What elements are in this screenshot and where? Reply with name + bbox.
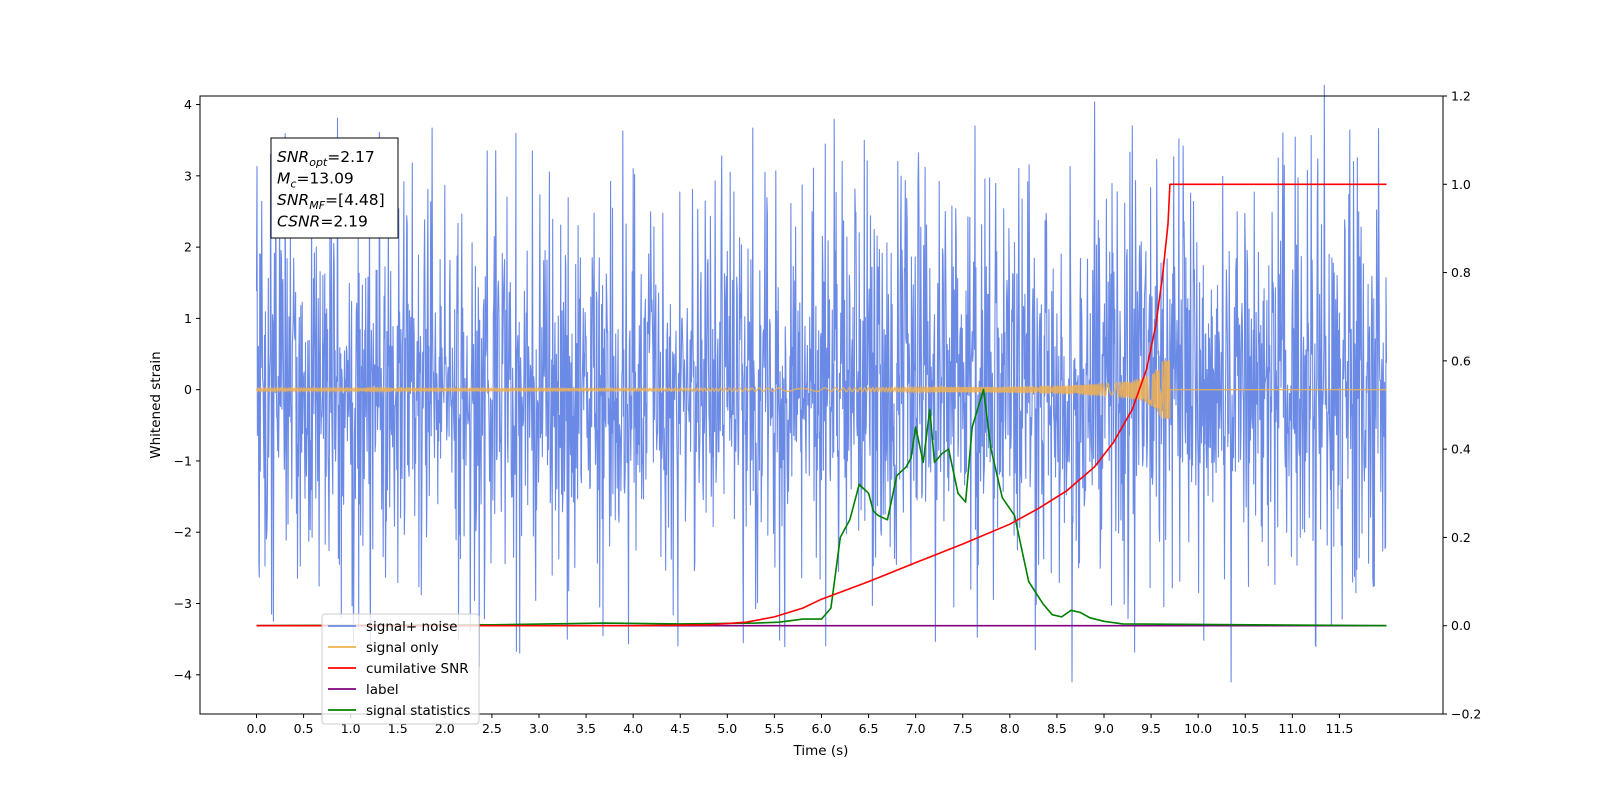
y2-tick-label: 1.2 — [1451, 89, 1471, 104]
x-tick-label: 1.0 — [341, 721, 361, 736]
legend-label: label — [366, 682, 399, 698]
x-tick-label: 4.0 — [623, 721, 643, 736]
x-tick-label: 10.5 — [1231, 721, 1259, 736]
x-axis: 0.0 0.5 1.0 1.5 2.0 2.5 3.0 3.5 4.0 4.5 5.0 5.5 6.0 6… — [247, 714, 1353, 736]
annotation-line: SNRopt=2.17 — [277, 148, 375, 169]
x-tick-label: 11.0 — [1278, 721, 1306, 736]
y-axis-right: −0.2 0.0 0.2 0.4 0.6 0.8 1.0 1.2 — [1443, 89, 1481, 722]
x-tick-label: 11.5 — [1325, 721, 1353, 736]
y-tick-label: 3 — [184, 168, 192, 183]
legend-frame — [321, 613, 480, 725]
x-tick-label: 6.5 — [859, 721, 879, 736]
y2-tick-label: 0.0 — [1451, 618, 1471, 633]
legend-label: cumilative SNR — [366, 661, 469, 677]
y2-tick-label: 1.0 — [1451, 177, 1471, 192]
y2-tick-label: 0.6 — [1451, 353, 1471, 368]
y2-tick-label: 0.4 — [1451, 442, 1471, 457]
x-tick-label: 10.0 — [1184, 721, 1212, 736]
x-tick-label: 5.5 — [764, 721, 784, 736]
series-line-signal-statistics — [256, 388, 1387, 627]
annotation-frame — [270, 137, 399, 239]
x-tick-label: 8.0 — [1000, 721, 1020, 736]
x-tick-label: 8.5 — [1047, 721, 1067, 736]
annotation-line: CSNR=2.19 — [277, 213, 368, 231]
annotation-line: Mc=13.09 — [277, 170, 354, 191]
x-tick-label: 5.0 — [717, 721, 737, 736]
x-tick-label: 0.5 — [294, 721, 314, 736]
y2-tick-label: 0.2 — [1451, 530, 1471, 545]
y-tick-label: 1 — [184, 311, 192, 326]
x-tick-label: 7.5 — [953, 721, 973, 736]
series-line-cumilative-snr — [256, 183, 1387, 627]
x-tick-label: 4.5 — [670, 721, 690, 736]
y-tick-label: −2 — [174, 525, 192, 540]
x-tick-label: 9.0 — [1094, 721, 1114, 736]
series-line-signal-noise — [255, 84, 1388, 683]
y2-tick-label: 0.8 — [1451, 265, 1471, 280]
y-tick-label: −4 — [174, 667, 192, 682]
y-tick-label: 2 — [184, 240, 192, 255]
y-axis-label: Whitened strain — [148, 351, 164, 458]
y2-tick-label: −0.2 — [1451, 707, 1481, 722]
y-tick-label: −3 — [174, 596, 192, 611]
legend: signal+ noise signal only cumilative SNR la… — [321, 613, 480, 725]
y-tick-label: 4 — [184, 97, 192, 112]
x-tick-label: 7.0 — [906, 721, 926, 736]
annotation-line: SNRMF=[4.48] — [277, 191, 385, 212]
series-line-signal-only — [255, 360, 1387, 419]
x-axis-label: Time (s) — [793, 743, 849, 759]
legend-label: signal only — [366, 640, 439, 656]
y-tick-label: −1 — [174, 453, 192, 468]
legend-label: signal statistics — [366, 703, 470, 719]
plot-series — [255, 84, 1388, 683]
x-tick-label: 2.5 — [482, 721, 502, 736]
x-tick-label: 0.0 — [247, 721, 267, 736]
x-tick-label: 3.5 — [576, 721, 596, 736]
x-tick-label: 6.0 — [812, 721, 832, 736]
x-tick-label: 3.0 — [529, 721, 549, 736]
x-tick-label: 9.5 — [1141, 721, 1161, 736]
y-tick-label: 0 — [184, 382, 192, 397]
legend-label: signal+ noise — [366, 619, 457, 635]
x-tick-label: 1.5 — [388, 721, 408, 736]
x-tick-label: 2.0 — [435, 721, 455, 736]
y-axis-left: −4 −3 −2 −1 0 1 2 3 4 — [174, 97, 200, 682]
